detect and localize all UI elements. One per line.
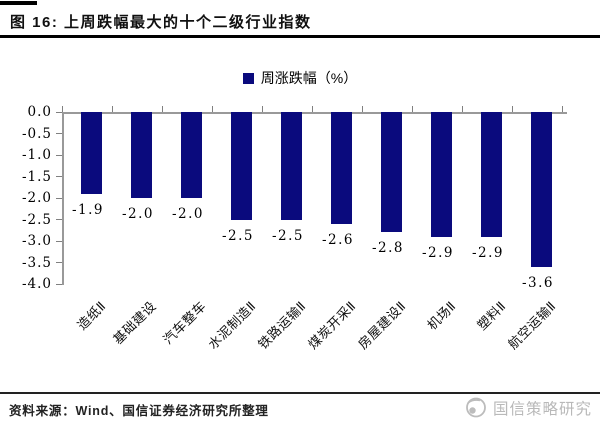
bar-value-label: -3.6	[521, 274, 555, 291]
x-tick	[162, 106, 163, 112]
y-tick-label: -3.0	[21, 233, 52, 249]
bar	[430, 112, 452, 237]
bar-value-label: -2.9	[471, 244, 505, 261]
bar	[330, 112, 352, 224]
category-label: 铁路运输Ⅱ	[255, 298, 309, 352]
category-label: 水泥制造Ⅱ	[205, 298, 259, 352]
y-tick-label: -1.0	[21, 147, 52, 163]
x-tick	[262, 106, 263, 112]
category-label: 汽车整车	[160, 298, 209, 348]
y-tick-label: -1.5	[21, 168, 52, 185]
x-axis	[62, 112, 567, 114]
y-tick	[56, 283, 62, 285]
category-label: 基础建设	[110, 298, 159, 348]
y-tick	[56, 133, 62, 134]
top-left-rule	[0, 1, 37, 5]
x-tick	[212, 106, 213, 112]
y-axis	[62, 112, 64, 285]
bar-value-label: -1.9	[71, 201, 105, 218]
bar	[530, 112, 552, 267]
category-label: 机场Ⅱ	[424, 298, 459, 333]
x-tick	[412, 106, 413, 112]
y-tick-label: -3.5	[21, 254, 52, 271]
bar	[180, 112, 202, 198]
bar-value-label: -2.5	[271, 227, 305, 244]
category-label: 塑料Ⅱ	[474, 298, 509, 333]
x-tick	[362, 106, 363, 112]
bar-value-label: -2.9	[421, 244, 455, 261]
y-tick-label: 0.0	[27, 104, 52, 120]
legend-swatch	[242, 72, 254, 84]
bar-value-label: -2.0	[121, 206, 155, 222]
y-tick	[56, 262, 62, 263]
category-label: 煤炭开采Ⅱ	[305, 298, 359, 352]
bar-value-label: -2.5	[221, 227, 255, 244]
bar-value-label: -2.8	[371, 240, 405, 257]
category-label: 房屋建设Ⅱ	[355, 298, 409, 352]
bar-value-label: -2.0	[171, 206, 205, 222]
bar	[230, 112, 252, 220]
watermark: 国信策略研究	[464, 395, 592, 421]
y-tick-label: -4.0	[21, 276, 52, 292]
bar	[280, 112, 302, 220]
legend-label: 周涨跌幅（%）	[260, 70, 358, 86]
chart-legend: 周涨跌幅（%）	[0, 70, 600, 86]
bar	[80, 112, 102, 194]
source-note: 资料来源：Wind、国信证券经济研究所整理	[9, 404, 269, 418]
y-tick	[56, 176, 62, 177]
x-tick	[62, 106, 63, 112]
category-label: 航空运输Ⅱ	[505, 298, 559, 352]
bar	[380, 112, 402, 233]
figure-title: 图 16: 上周跌幅最大的十个二级行业指数	[10, 14, 312, 31]
brand-logo-icon	[466, 397, 486, 418]
y-tick	[56, 219, 62, 220]
x-tick	[312, 106, 313, 112]
footer-divider	[0, 392, 600, 394]
y-tick	[56, 197, 62, 199]
x-tick	[562, 106, 563, 112]
y-tick-label: -2.5	[21, 211, 52, 228]
x-tick	[512, 106, 513, 112]
bar	[130, 112, 152, 198]
x-tick	[462, 106, 463, 112]
category-label: 造纸Ⅱ	[74, 298, 109, 333]
bar	[480, 112, 502, 237]
bar-value-label: -2.6	[321, 231, 355, 248]
y-tick-label: -2.0	[21, 190, 52, 206]
x-tick	[112, 106, 113, 112]
y-tick	[56, 111, 62, 113]
y-tick	[56, 154, 62, 156]
watermark-text: 国信策略研究	[492, 401, 592, 418]
y-tick	[56, 240, 62, 242]
title-divider	[0, 35, 600, 38]
y-tick-label: -0.5	[21, 125, 52, 142]
